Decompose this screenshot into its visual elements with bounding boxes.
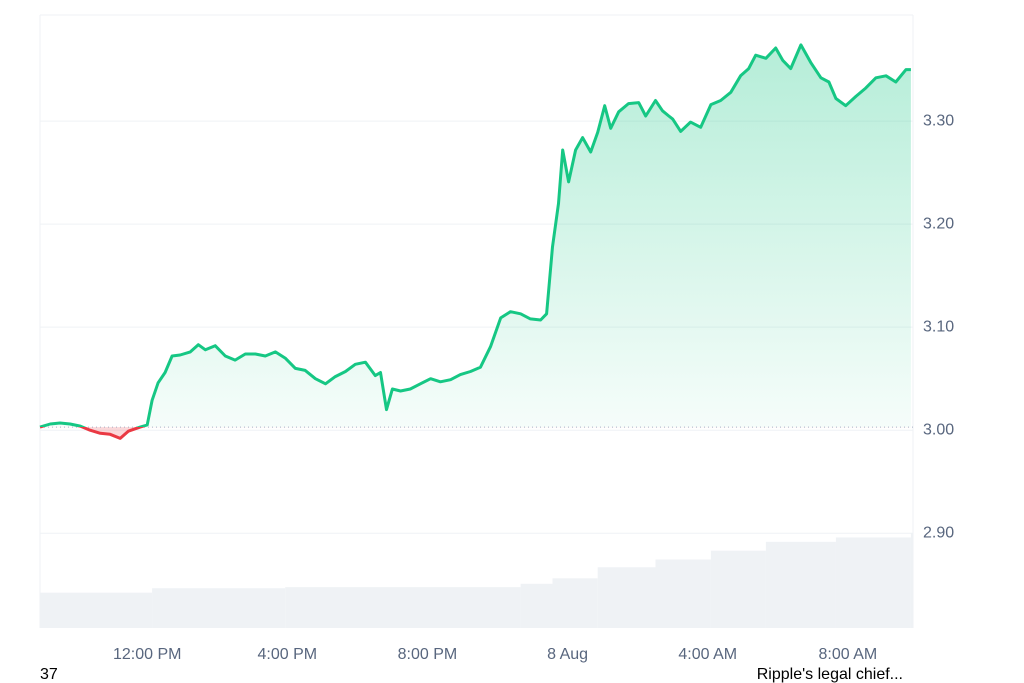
x-tick-label: 8:00 PM — [398, 646, 458, 663]
y-tick-label: 3.10 — [923, 318, 954, 335]
x-tick-label: 4:00 PM — [258, 646, 318, 663]
y-tick-label: 2.90 — [923, 524, 954, 541]
volume-bar — [910, 533, 913, 628]
volume-bar — [710, 550, 766, 628]
y-tick-label: 3.00 — [923, 421, 954, 438]
price-line — [39, 43, 911, 440]
volume-bar — [152, 588, 286, 628]
x-tick-label: 12:00 PM — [113, 646, 181, 663]
footer-news-text[interactable]: Ripple's legal chief... — [757, 666, 903, 683]
x-tick-label: 8:00 AM — [818, 646, 877, 663]
volume-bar — [597, 567, 656, 628]
x-tick-label: 8 Aug — [547, 646, 588, 663]
y-tick-label: 3.30 — [923, 112, 954, 129]
volume-bar — [835, 537, 911, 628]
x-tick-label: 4:00 AM — [678, 646, 737, 663]
y-tick-label: 3.20 — [923, 215, 954, 232]
volume-bar — [765, 541, 836, 628]
volume-bar — [552, 578, 598, 628]
footer-left-text: 37 — [40, 666, 58, 683]
volume-bar — [40, 592, 153, 628]
volume-bar — [520, 583, 553, 628]
volume-bar — [285, 587, 521, 628]
volume-bar — [655, 559, 711, 628]
price-area — [40, 44, 911, 439]
